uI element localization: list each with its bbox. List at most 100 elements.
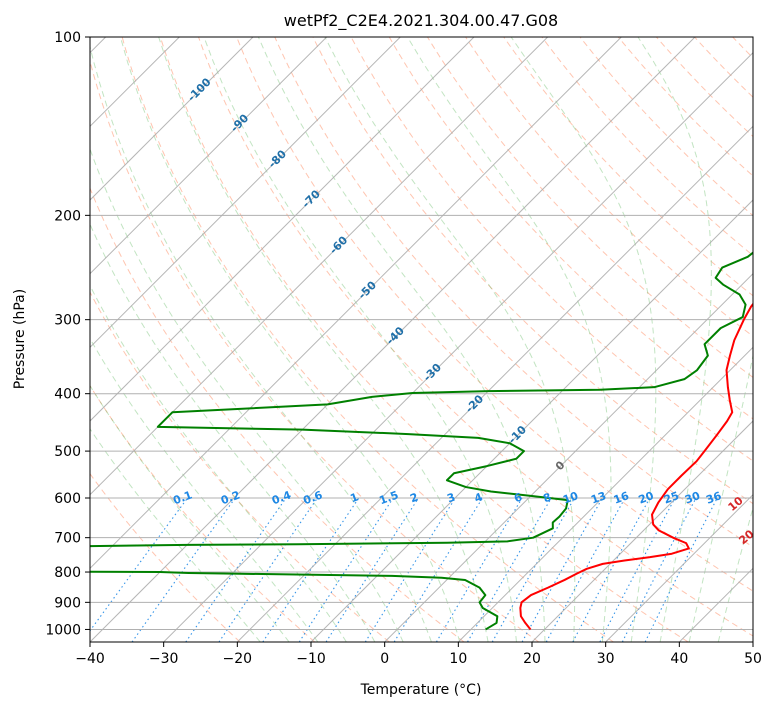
mixing-ratio-label: 3 [445, 490, 457, 505]
isotherm-line [90, 37, 475, 422]
dry-adiabat-line [121, 37, 614, 642]
isotherm-label: -100 [185, 75, 214, 104]
mixing-ratio-label: 0.6 [301, 488, 324, 507]
isotherm-line [310, 199, 753, 642]
y-axis-title: Pressure (hPa) [12, 289, 28, 389]
mixing-ratio-label: 25 [662, 489, 681, 506]
mixing-ratio-label: 0.1 [171, 488, 194, 507]
mixing-ratio-label: 1 [349, 490, 361, 505]
dry-adiabat-line [274, 37, 753, 548]
x-tick-label: 40 [670, 651, 688, 667]
mixing-ratio-line [491, 497, 575, 642]
moist-adiabat-line [90, 337, 319, 642]
moist-adiabat-line [257, 37, 546, 642]
dry-adiabat-line [771, 37, 775, 642]
dry-adiabat-line [90, 291, 390, 642]
isotherm-line [678, 567, 753, 642]
y-tick-label: 300 [54, 313, 81, 329]
dry-adiabat-line [350, 37, 753, 462]
moist-adiabat-line [510, 37, 657, 642]
mixing-ratio-line [218, 497, 318, 642]
y-tick-label: 600 [54, 491, 81, 507]
moist-adiabat-line [90, 284, 347, 642]
x-axis-title: Temperature (°C) [360, 682, 482, 698]
mixing-ratio-line [325, 497, 419, 642]
dry-adiabat-label: 30 [753, 555, 773, 575]
dry-adiabat-label: 20 [736, 527, 756, 547]
moist-adiabat-line [637, 37, 712, 642]
mixing-ratio-label: 13 [589, 489, 608, 506]
y-tick-label: 100 [54, 30, 81, 46]
isotherm-line [90, 37, 401, 349]
x-tick-label: 30 [597, 651, 615, 667]
isotherm-line [90, 37, 549, 496]
moist-adiabat-line [717, 505, 753, 642]
moist-adiabat-line [158, 37, 489, 642]
isotherm-label: -90 [228, 111, 251, 134]
isotherm-line [90, 37, 696, 642]
dry-adiabat-line [90, 186, 465, 642]
y-tick-label: 700 [54, 531, 81, 547]
isotherm-label: -20 [463, 392, 486, 415]
isotherm-line [605, 493, 753, 642]
isotherm-line [90, 37, 254, 201]
dry-adiabat-line [198, 37, 753, 637]
axes: −40 −30 −20 −10 0 10 20 30 40 5010020030040050060… [45, 30, 762, 667]
chart-title: wetPf2_C2E4.2021.304.00.47.G08 [284, 11, 558, 31]
y-tick-label: 200 [54, 208, 81, 224]
isotherm-line [236, 125, 753, 642]
mixing-ratio-line [467, 497, 552, 642]
mixing-ratio-label: 6 [512, 490, 524, 505]
background-lines [90, 37, 775, 642]
moist-adiabat-line [90, 384, 290, 642]
x-tick-label: −30 [149, 651, 179, 667]
moist-adiabat-line [688, 353, 753, 642]
dry-adiabat-line [655, 37, 753, 138]
mixing-ratio-line [393, 497, 483, 642]
moist-adiabat-line [90, 222, 376, 642]
mixing-ratio-label: 10 [561, 489, 580, 507]
mixing-ratio-label: 2 [408, 490, 420, 505]
mixing-ratio-label: 16 [612, 489, 631, 507]
dry-adiabat-line [541, 37, 753, 257]
mixing-ratio-line [621, 497, 697, 642]
isotherm-label: -30 [421, 361, 444, 384]
profile-lines [90, 251, 753, 631]
mixing-ratio-line [185, 497, 287, 642]
x-tick-label: 10 [449, 651, 467, 667]
isotherm-line [163, 51, 753, 642]
plot-frame [89, 36, 754, 643]
line-labels: -100-90-80-70-60-50-40-30-20-10010203040… [171, 75, 773, 575]
dry-adiabat-line [503, 37, 753, 297]
dry-adiabat-line [90, 59, 540, 642]
mixing-ratio-line [262, 497, 360, 642]
isotherm-line [90, 37, 622, 570]
moist-adiabat-line [119, 37, 461, 642]
dry-adiabat-line [159, 37, 689, 642]
dry-adiabat-line [90, 472, 241, 642]
x-tick-label: −40 [75, 651, 105, 667]
isotherm-line [90, 37, 328, 275]
moist-adiabat-line [203, 37, 518, 642]
dewpoint-profile-line [90, 251, 753, 631]
mixing-ratio-label: 4 [473, 490, 485, 505]
y-tick-label: 1000 [45, 622, 81, 638]
mixing-ratio-line [521, 497, 603, 642]
mixing-ratio-label: 20 [637, 489, 656, 507]
mixing-ratio-label: 0.2 [219, 488, 242, 507]
y-tick-label: 900 [54, 595, 81, 611]
y-tick-label: 400 [54, 387, 81, 403]
dry-adiabat-line [426, 37, 753, 378]
moist-adiabat-line [407, 37, 612, 642]
temperature-profile-line [519, 302, 753, 631]
dry-adiabat-line [236, 37, 753, 592]
moist-adiabat-line [324, 37, 576, 642]
isotherm-line [531, 420, 753, 642]
x-tick-label: 0 [380, 651, 389, 667]
dry-adiabat-line [465, 37, 753, 337]
mixing-ratio-label: 1.5 [377, 488, 400, 507]
moist-adiabat-line [90, 44, 432, 642]
dry-adiabat-line [732, 37, 753, 59]
x-tick-label: −10 [296, 651, 326, 667]
moist-adiabat-line [90, 147, 404, 642]
